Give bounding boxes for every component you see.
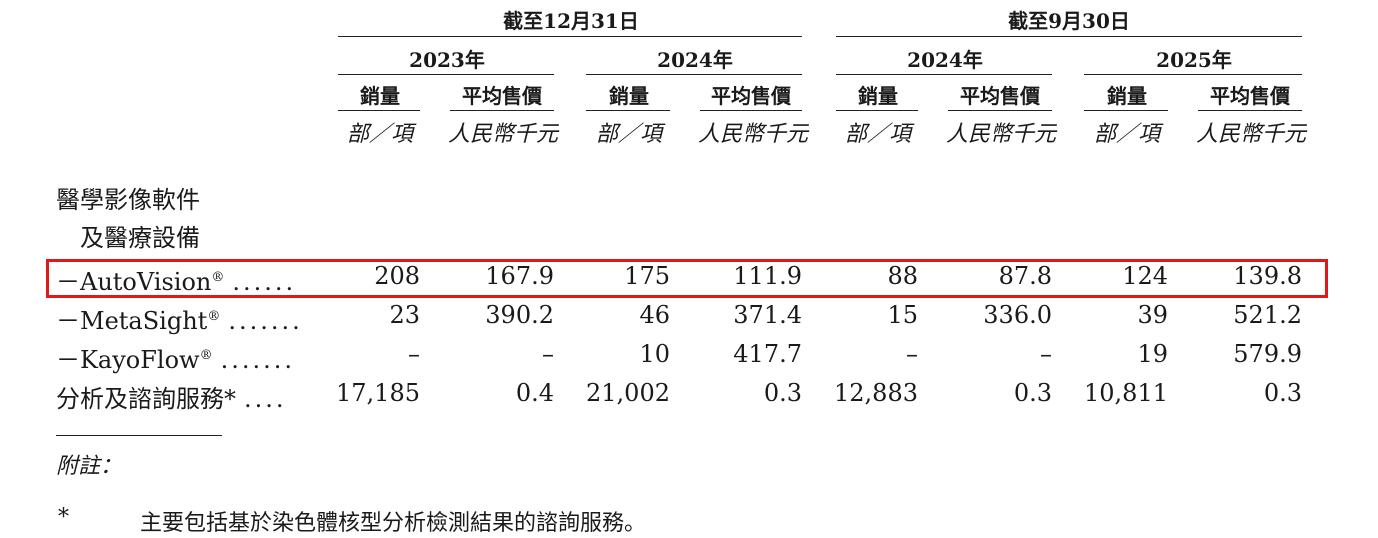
- col-rule-price-2: [700, 110, 802, 111]
- table-cell: 87.8: [998, 262, 1052, 290]
- category-label-line1: 醫學影像軟件: [56, 186, 200, 214]
- period-rule-sep30: [836, 36, 1302, 37]
- table-cell: 336.0: [983, 301, 1052, 329]
- table-cell: –: [542, 340, 554, 368]
- table-cell: 23: [389, 301, 420, 329]
- row-label: －KayoFlow®.......: [56, 340, 295, 375]
- year-header-2024-9m: 2024年: [907, 48, 983, 72]
- table-cell: 10: [639, 340, 670, 368]
- row-label: －AutoVision®......: [56, 262, 296, 297]
- table-cell: 390.2: [485, 301, 554, 329]
- table-cell: 124: [1122, 262, 1168, 290]
- col-sales-1: 銷量: [360, 84, 400, 108]
- col-rule-price-3: [948, 110, 1052, 111]
- table-cell: 371.4: [733, 301, 802, 329]
- row-label-text: －KayoFlow: [56, 346, 200, 374]
- row-label: －MetaSight®.......: [56, 301, 303, 336]
- footnote-marker: *: [58, 505, 69, 530]
- table-cell: 17,185: [336, 379, 420, 407]
- col-price-4: 平均售價: [1210, 84, 1290, 108]
- col-rule-sales-2: [586, 110, 670, 111]
- footnote-text: 主要包括基於染色體核型分析檢測結果的諮詢服務。: [140, 511, 647, 536]
- year-header-2023: 2023年: [409, 48, 485, 72]
- table-cell: 521.2: [1233, 301, 1302, 329]
- category-label-line2: 及醫療設備: [80, 224, 200, 252]
- row-label-text: －MetaSight: [56, 307, 208, 335]
- unit-price-3: 人民幣千元: [946, 122, 1057, 147]
- col-sales-2: 銷量: [609, 84, 649, 108]
- col-rule-sales-3: [836, 110, 918, 111]
- highlight-box-autovision: [46, 259, 1328, 298]
- unit-price-2: 人民幣千元: [698, 122, 809, 147]
- table-cell: –: [408, 340, 420, 368]
- table-cell: 175: [624, 262, 670, 290]
- table-cell: 0.4: [515, 379, 554, 407]
- unit-price-4: 人民幣千元: [1196, 122, 1307, 147]
- registered-mark: ®: [207, 309, 221, 324]
- col-rule-price-1: [450, 110, 554, 111]
- table-cell: 0.3: [1013, 379, 1052, 407]
- col-sales-3: 銷量: [858, 84, 898, 108]
- table-cell: 21,002: [586, 379, 670, 407]
- table-cell: 19: [1137, 340, 1168, 368]
- table-cell: 139.8: [1233, 262, 1302, 290]
- table-cell: 39: [1137, 301, 1168, 329]
- period-rule-dec31: [338, 36, 802, 37]
- row-label-text: －AutoVision: [56, 268, 212, 296]
- year-rule-2024-9m: [836, 74, 1052, 75]
- notes-title: 附註：: [56, 454, 123, 479]
- row-label-text: 分析及諮詢服務*: [56, 385, 236, 413]
- table-cell: 88: [887, 262, 918, 290]
- period-header-dec31: 截至12月31日: [503, 9, 639, 33]
- leader-dots: ......: [232, 268, 297, 296]
- leader-dots: .......: [228, 307, 303, 335]
- leader-dots: .......: [220, 346, 295, 374]
- table-cell: 167.9: [485, 262, 554, 290]
- unit-price-1: 人民幣千元: [448, 122, 559, 147]
- table-cell: –: [1040, 340, 1052, 368]
- table-cell: 0.3: [763, 379, 802, 407]
- table-cell: 417.7: [733, 340, 802, 368]
- col-rule-price-4: [1198, 110, 1302, 111]
- table-cell: 15: [887, 301, 918, 329]
- unit-sales-3: 部／項: [844, 122, 911, 147]
- col-rule-sales-1: [338, 110, 420, 111]
- table-cell: 12,883: [834, 379, 918, 407]
- table-cell: 0.3: [1263, 379, 1302, 407]
- unit-sales-2: 部／項: [595, 122, 662, 147]
- year-rule-2023: [338, 74, 554, 75]
- col-sales-4: 銷量: [1107, 84, 1147, 108]
- year-rule-2024-fy: [586, 74, 802, 75]
- footnote-rule: [56, 435, 222, 436]
- col-rule-sales-4: [1084, 110, 1168, 111]
- table-cell: 579.9: [1233, 340, 1302, 368]
- col-price-3: 平均售價: [960, 84, 1040, 108]
- table-cell: 46: [639, 301, 670, 329]
- year-header-2025-9m: 2025年: [1156, 48, 1232, 72]
- unit-sales-1: 部／項: [346, 122, 413, 147]
- period-header-sep30: 截至9月30日: [1008, 9, 1130, 33]
- table-cell: 111.9: [733, 262, 802, 290]
- leader-dots: ....: [244, 385, 287, 413]
- registered-mark: ®: [211, 270, 225, 285]
- year-rule-2025-9m: [1084, 74, 1302, 75]
- unit-sales-4: 部／項: [1093, 122, 1160, 147]
- col-price-2: 平均售價: [711, 84, 791, 108]
- table-cell: 208: [374, 262, 420, 290]
- row-label: 分析及諮詢服務*....: [56, 379, 287, 414]
- col-price-1: 平均售價: [462, 84, 542, 108]
- registered-mark: ®: [199, 348, 213, 363]
- table-cell: –: [906, 340, 918, 368]
- year-header-2024-fy: 2024年: [657, 48, 733, 72]
- table-cell: 10,811: [1084, 379, 1168, 407]
